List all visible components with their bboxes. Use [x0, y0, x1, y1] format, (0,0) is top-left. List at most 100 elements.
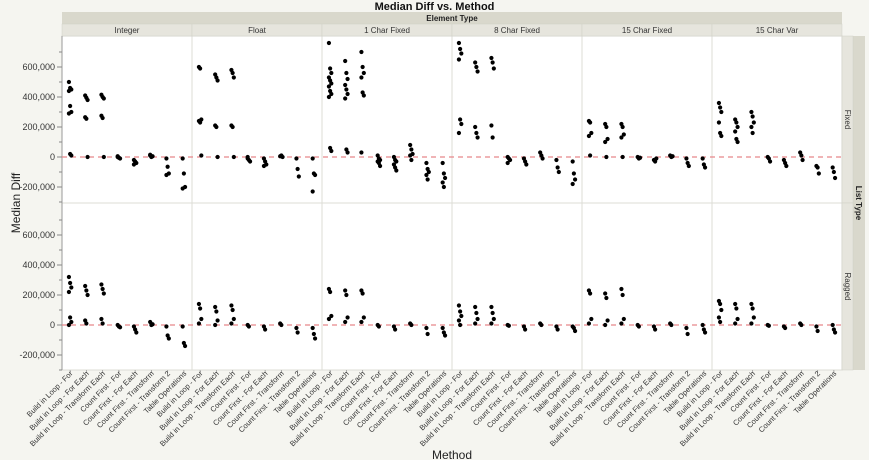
data-point — [182, 343, 188, 349]
row-headers: List Type Fixed Ragged — [841, 35, 865, 371]
column-header-label: 8 Char Fixed — [494, 26, 540, 35]
data-point — [310, 156, 315, 161]
panel — [581, 35, 713, 204]
data-point — [343, 82, 348, 88]
y-tick-label: 400,000 — [22, 92, 55, 102]
data-point — [343, 288, 348, 293]
data-point — [394, 168, 399, 173]
data-point — [604, 154, 609, 160]
data-point — [473, 321, 478, 326]
data-point — [458, 117, 463, 122]
data-point — [180, 156, 185, 161]
column-group-label: Element Type — [426, 14, 478, 23]
data-point — [196, 301, 202, 307]
data-point — [473, 304, 478, 310]
y-axes: -200,000 0 200,000 400,000 600,000 -200,000 0 2… — [19, 36, 63, 371]
data-point — [150, 322, 155, 327]
data-point — [246, 324, 251, 329]
data-point — [361, 70, 366, 76]
data-point — [749, 124, 754, 130]
column-header-cell — [711, 23, 843, 37]
data-point — [524, 162, 529, 167]
data-point — [394, 159, 399, 164]
data-point — [784, 163, 789, 169]
data-point — [767, 159, 773, 164]
data-point — [733, 301, 738, 307]
data-point — [475, 135, 480, 140]
data-point — [702, 165, 708, 170]
data-point — [684, 156, 689, 161]
data-point — [702, 330, 708, 335]
data-point — [459, 51, 464, 56]
panel — [61, 35, 193, 204]
data-point — [164, 172, 169, 178]
data-point — [230, 70, 235, 76]
column-group-header — [62, 12, 842, 24]
data-point — [686, 163, 691, 169]
data-point — [815, 328, 820, 334]
data-point — [344, 292, 349, 298]
data-point — [750, 114, 755, 119]
data-point — [198, 66, 203, 71]
data-point — [329, 148, 334, 154]
data-point — [588, 291, 593, 296]
data-point — [296, 174, 301, 179]
data-point — [620, 154, 625, 160]
panel — [321, 202, 453, 371]
row-header-label: Ragged — [843, 272, 852, 300]
data-point — [117, 325, 123, 330]
data-point — [326, 316, 332, 322]
data-point — [66, 88, 72, 94]
y-tick-label: 0 — [50, 152, 55, 162]
data-point — [229, 303, 234, 308]
data-point — [491, 66, 496, 71]
panel — [711, 35, 843, 204]
data-point — [180, 186, 185, 191]
row-header-label: Fixed — [843, 110, 852, 130]
panel — [61, 202, 193, 371]
data-point — [215, 318, 220, 323]
data-point — [716, 315, 722, 320]
data-point — [231, 75, 236, 80]
data-point — [231, 316, 236, 322]
data-point — [376, 324, 381, 329]
data-point — [198, 306, 203, 311]
data-point — [588, 120, 593, 125]
data-point — [409, 322, 414, 328]
data-point — [213, 304, 218, 310]
data-point — [719, 109, 724, 115]
data-point — [181, 171, 186, 176]
data-point — [456, 303, 462, 308]
data-point — [101, 96, 106, 101]
data-point — [750, 306, 755, 311]
panel — [451, 202, 583, 371]
data-point — [66, 274, 72, 280]
data-point — [164, 156, 169, 161]
data-point — [670, 154, 675, 159]
data-point — [636, 324, 641, 329]
data-point — [473, 124, 478, 130]
column-headers: Element Type Integer Float 1 Char Fixed 8 Ch… — [61, 12, 843, 37]
data-point — [344, 70, 349, 76]
data-point — [554, 157, 559, 163]
data-point — [359, 75, 364, 80]
y-tick-label: -200,000 — [19, 182, 55, 192]
data-point — [572, 328, 578, 334]
data-point — [815, 165, 820, 170]
data-point — [441, 171, 446, 176]
data-point — [684, 325, 689, 331]
y-tick-label: -200,000 — [19, 350, 55, 360]
data-point — [393, 327, 398, 332]
data-point — [685, 331, 690, 337]
data-point — [66, 289, 72, 295]
data-point — [603, 139, 608, 145]
column-header-label: Integer — [115, 26, 140, 35]
data-point — [326, 94, 332, 100]
data-point — [474, 64, 479, 70]
data-point — [426, 169, 431, 175]
data-point — [442, 333, 448, 338]
data-point — [605, 136, 610, 142]
data-point — [326, 40, 332, 46]
data-point — [570, 181, 575, 187]
